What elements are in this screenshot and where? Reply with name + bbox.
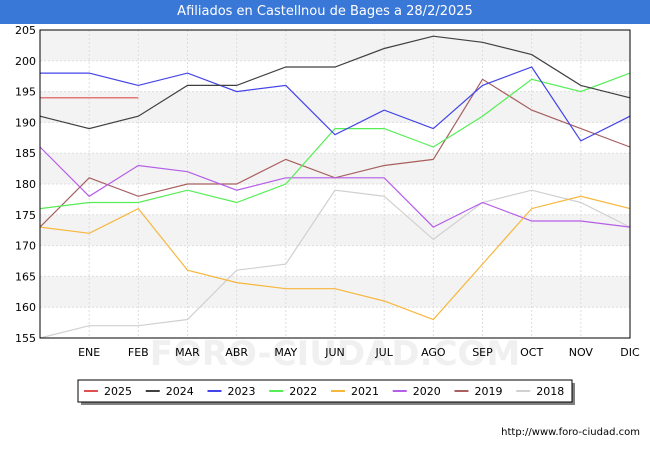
series-line-2021 <box>39 195 631 321</box>
y-tick-label: 155 <box>15 332 36 345</box>
y-tick-label: 165 <box>15 270 36 283</box>
legend-label-2020: 2020 <box>413 385 441 398</box>
x-tick-label: AGO <box>421 346 446 359</box>
series-line-2024 <box>39 35 631 130</box>
watermark-text: FORO-CIUDAD.COM <box>150 334 521 374</box>
x-tick-label: FEB <box>128 346 149 359</box>
x-tick-label: NOV <box>569 346 594 359</box>
x-tick-label: MAY <box>274 346 297 359</box>
legend-label-2024: 2024 <box>166 385 194 398</box>
x-tick-label: ENE <box>78 346 100 359</box>
y-axis-ticks: 155 160 165 170 175 180 185 190 195 200 205 <box>15 24 36 345</box>
y-tick-label: 200 <box>15 55 36 68</box>
x-tick-label: SEP <box>472 346 493 359</box>
x-tick-label: JUN <box>324 346 345 359</box>
series-line-2018 <box>39 189 631 339</box>
x-tick-label: ABR <box>225 346 248 359</box>
y-tick-label: 185 <box>15 147 36 160</box>
legend: 2025 2024 2023 2022 2021 2020 2019 2018 <box>77 379 575 405</box>
x-axis-ticks: ENE FEB MAR ABR MAY JUN JUL AGO SEP OCT NOV DIC <box>78 346 640 359</box>
y-tick-label: 180 <box>15 178 36 191</box>
legend-label-2021: 2021 <box>351 385 379 398</box>
legend-label-2022: 2022 <box>289 385 317 398</box>
y-tick-label: 170 <box>15 240 36 253</box>
x-tick-label: DIC <box>620 346 640 359</box>
legend-label-2025: 2025 <box>104 385 132 398</box>
source-url: http://www.foro-ciudad.com <box>501 427 640 438</box>
y-tick-label: 190 <box>15 116 36 129</box>
series-line-2023 <box>40 66 631 142</box>
series-lines <box>39 35 631 339</box>
legend-label-2018: 2018 <box>536 385 564 398</box>
legend-label-2019: 2019 <box>475 385 503 398</box>
y-tick-label: 160 <box>15 301 36 314</box>
legend-label-2023: 2023 <box>228 385 256 398</box>
series-line-2020 <box>39 146 631 228</box>
plot-frame <box>39 29 631 339</box>
y-tick-label: 175 <box>15 209 36 222</box>
x-tick-label: JUL <box>374 346 393 359</box>
legend-box <box>77 379 573 403</box>
x-tick-label: MAR <box>175 346 200 359</box>
y-tick-label: 205 <box>15 24 36 37</box>
series-line-2022 <box>39 72 631 210</box>
x-tick-label: OCT <box>520 346 543 359</box>
y-tick-label: 195 <box>15 86 36 99</box>
chart-title: Afiliados en Castellnou de Bages a 28/2/… <box>0 0 650 24</box>
